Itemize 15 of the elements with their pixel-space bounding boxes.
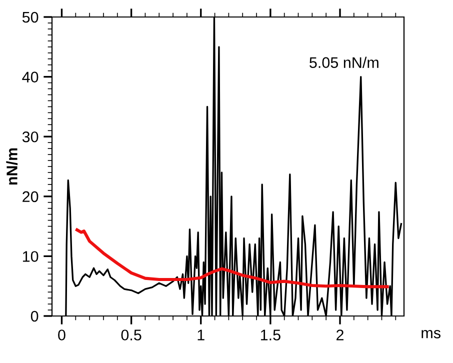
y-tick-label: 40: [22, 72, 38, 82]
y-tick-label: 10: [22, 251, 38, 262]
y-tick-label: 30: [22, 131, 38, 142]
line-series: [76, 228, 389, 288]
annotation: 5.05 nN/m: [310, 56, 378, 68]
y-axis-title: nN/m: [6, 148, 18, 185]
x-tick-label: 2: [336, 330, 344, 340]
x-tick-label: 0: [58, 330, 66, 340]
x-tick-label: 1.5: [260, 330, 280, 340]
x-axis-title: ms: [422, 330, 440, 338]
y-tick-label: 20: [22, 191, 38, 202]
x-tick-label: 1: [198, 330, 204, 340]
x-tick-label: 0.5: [121, 330, 142, 340]
y-tick-label: 0: [30, 310, 38, 322]
y-tick-label: 50: [22, 12, 38, 23]
